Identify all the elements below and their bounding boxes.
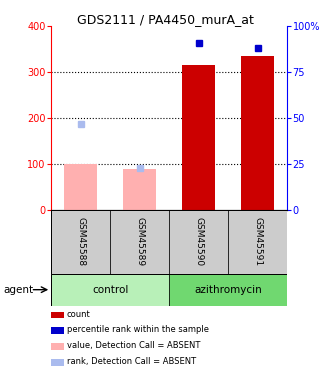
Bar: [169, 210, 228, 274]
Text: agent: agent: [3, 285, 33, 295]
Text: azithromycin: azithromycin: [194, 285, 262, 295]
Bar: [182, 65, 215, 210]
Text: control: control: [92, 285, 128, 295]
Bar: [123, 169, 156, 210]
Text: percentile rank within the sample: percentile rank within the sample: [67, 326, 209, 334]
Bar: [110, 210, 169, 274]
Text: rank, Detection Call = ABSENT: rank, Detection Call = ABSENT: [67, 357, 196, 366]
Text: GSM45588: GSM45588: [76, 217, 85, 266]
Bar: [51, 210, 110, 274]
Text: count: count: [67, 310, 91, 319]
Bar: [241, 56, 274, 210]
Text: GSM45591: GSM45591: [253, 217, 262, 266]
Text: GSM45590: GSM45590: [194, 217, 203, 266]
Bar: [228, 210, 287, 274]
Bar: [64, 164, 97, 210]
Text: GSM45589: GSM45589: [135, 217, 144, 266]
Bar: [51, 274, 169, 306]
Text: value, Detection Call = ABSENT: value, Detection Call = ABSENT: [67, 341, 200, 350]
Bar: [169, 274, 287, 306]
Text: GDS2111 / PA4450_murA_at: GDS2111 / PA4450_murA_at: [77, 13, 253, 26]
